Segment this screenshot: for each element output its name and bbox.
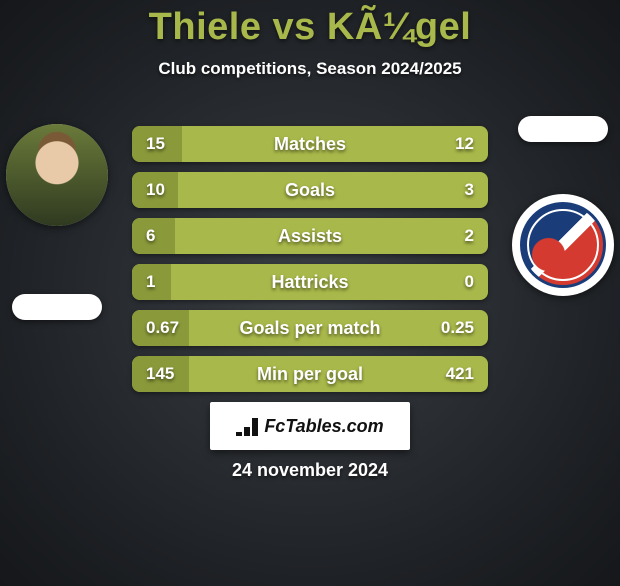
stat-label: Assists	[132, 226, 488, 247]
site-footer-badge: FcTables.com	[210, 402, 410, 450]
right-player-column	[508, 124, 618, 296]
page-title: Thiele vs KÃ¼gel	[0, 6, 620, 49]
stat-row: 0.67Goals per match0.25	[132, 310, 488, 346]
site-label: FcTables.com	[264, 416, 383, 437]
bars-icon	[236, 416, 258, 436]
stat-value-left: 1	[146, 272, 155, 292]
stat-value-left: 6	[146, 226, 155, 246]
stat-value-right: 3	[465, 180, 474, 200]
stat-value-left: 0.67	[146, 318, 179, 338]
left-player-column	[2, 124, 112, 320]
stat-label: Matches	[132, 134, 488, 155]
stat-row: 145Min per goal421	[132, 356, 488, 392]
club-badge-icon	[520, 202, 606, 288]
stat-row: 10Goals3	[132, 172, 488, 208]
stats-panel: 15Matches1210Goals36Assists21Hattricks00…	[132, 126, 488, 392]
player-right-club-badge	[512, 194, 614, 296]
stat-row: 6Assists2	[132, 218, 488, 254]
player-left-club-pill	[12, 294, 102, 320]
footer-date: 24 november 2024	[0, 460, 620, 481]
stat-value-left: 15	[146, 134, 165, 154]
stat-value-left: 10	[146, 180, 165, 200]
stat-value-right: 12	[455, 134, 474, 154]
stat-label: Goals	[132, 180, 488, 201]
stat-value-right: 0	[465, 272, 474, 292]
stat-value-right: 0.25	[441, 318, 474, 338]
stat-value-right: 2	[465, 226, 474, 246]
stat-label: Hattricks	[132, 272, 488, 293]
stat-row: 15Matches12	[132, 126, 488, 162]
stat-value-left: 145	[146, 364, 174, 384]
player-left-avatar	[6, 124, 108, 226]
stat-row: 1Hattricks0	[132, 264, 488, 300]
page-subtitle: Club competitions, Season 2024/2025	[0, 59, 620, 79]
player-right-club-pill	[518, 116, 608, 142]
stat-value-right: 421	[446, 364, 474, 384]
